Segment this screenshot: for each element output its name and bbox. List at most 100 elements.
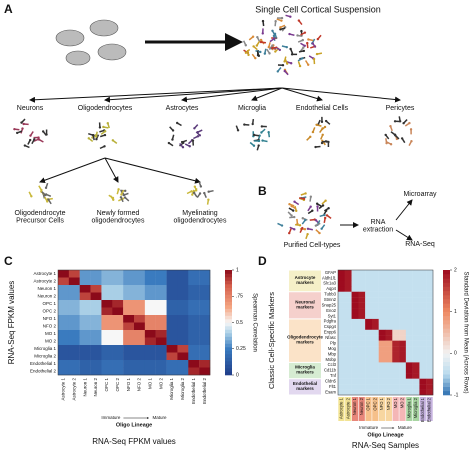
- sample-swatch: [345, 397, 352, 421]
- heatmap-cell: [392, 340, 400, 347]
- heatmap-cell: [371, 335, 379, 341]
- cell: [293, 228, 296, 231]
- heatmap-cell: [371, 356, 379, 363]
- heatmap-cell: [426, 335, 434, 341]
- heatmap-cell: [385, 346, 393, 352]
- heatmap-cell: [412, 384, 420, 390]
- heatmap-cell: [426, 362, 434, 369]
- colorbar-tick-label: 0: [454, 351, 457, 357]
- heatmap-cell: [371, 280, 379, 287]
- colorbar-segment: [225, 308, 232, 313]
- cell: [296, 34, 299, 37]
- heatmap-cell: [371, 367, 379, 374]
- cell: [243, 123, 246, 126]
- heatmap-cell: [412, 313, 420, 320]
- heatmap-cell: [58, 352, 70, 361]
- heatmap-cell: [68, 300, 80, 308]
- cell: [323, 216, 327, 220]
- heatmap-cell: [177, 277, 189, 286]
- colorbar-segment: [443, 336, 450, 342]
- cell: [20, 121, 23, 124]
- heatmap-cell: [123, 367, 135, 376]
- cell: [309, 135, 312, 139]
- sample-swatch: [426, 397, 433, 421]
- cell: [46, 200, 49, 203]
- heatmap-cell: [365, 270, 373, 276]
- heatmap-cell: [344, 378, 352, 385]
- heatmap-cell: [392, 329, 400, 336]
- heatmap-cell: [68, 315, 80, 323]
- col-label: MO 2: [400, 397, 405, 408]
- heatmap-cell: [405, 329, 413, 336]
- heatmap-cell: [412, 318, 420, 325]
- heatmap-cell: [123, 360, 135, 368]
- heatmap-cell: [134, 315, 146, 323]
- cell: [304, 192, 307, 195]
- cell: [256, 35, 259, 39]
- heatmap-cell: [338, 275, 345, 282]
- cell: [301, 226, 304, 230]
- cell: [273, 32, 277, 36]
- heatmap-cell: [199, 292, 211, 301]
- col-label: MO 2: [158, 378, 163, 389]
- heatmap-cell: [177, 315, 189, 323]
- heatmap-cell: [371, 308, 379, 314]
- heatmap-cell: [101, 277, 113, 286]
- colorbar-segment: [225, 305, 232, 309]
- cell: [257, 54, 261, 58]
- heatmap-cell: [399, 346, 407, 352]
- heatmap-cell: [79, 277, 91, 286]
- heatmap-cell: [79, 322, 91, 331]
- cell: [288, 231, 291, 235]
- heatmap-cell: [144, 300, 156, 308]
- gene-label: Ccl3: [328, 362, 337, 367]
- colorbar-segment: [443, 324, 450, 329]
- heatmap-cell: [351, 324, 359, 330]
- cell: [44, 186, 48, 190]
- heatmap-cell: [344, 329, 352, 336]
- cell: [119, 196, 123, 199]
- cell: [279, 26, 282, 29]
- colorbar-segment: [443, 295, 450, 300]
- gene-label: Enpp6: [324, 330, 337, 335]
- cell-type-label: Astrocytes: [166, 105, 199, 112]
- heatmap-cell: [371, 384, 379, 390]
- heatmap-cell: [155, 345, 167, 353]
- cell: [193, 127, 196, 130]
- heatmap-cell: [68, 307, 80, 316]
- cell: [251, 122, 254, 126]
- heatmap-cell: [365, 286, 373, 292]
- heatmap-cell: [155, 352, 167, 361]
- cell: [290, 53, 294, 56]
- heatmap-cell: [134, 270, 146, 278]
- cell: [103, 133, 107, 137]
- heatmap-cell: [112, 330, 124, 338]
- col-label: Microglia 1: [406, 397, 411, 418]
- colorbar-segment: [443, 378, 450, 383]
- cell: [37, 138, 41, 141]
- heatmap-cell: [412, 308, 420, 314]
- heatmap-cell: [392, 318, 400, 325]
- col-label: Astrocyte 1: [61, 378, 66, 401]
- group-label: Endothelial markers: [293, 381, 317, 391]
- gene-label: Aldh1l1: [322, 275, 337, 280]
- heatmap-cell: [358, 286, 366, 292]
- heatmap-cell: [134, 300, 146, 308]
- source-label: Purified Cell-types: [284, 242, 341, 249]
- x-title: RNA-Seq Samples: [352, 441, 419, 450]
- heatmap-cell: [365, 324, 373, 330]
- heatmap-cell: [371, 362, 379, 369]
- heatmap-cell: [177, 337, 189, 346]
- cell: [297, 19, 301, 22]
- heatmap-cell: [134, 345, 146, 353]
- heatmap-cell: [112, 300, 124, 308]
- cell: [323, 213, 326, 217]
- heatmap-cell: [358, 313, 366, 320]
- group-band: [289, 379, 321, 395]
- lineage-end: Immature: [359, 425, 379, 430]
- cell: [124, 189, 127, 193]
- heatmap-cell: [371, 318, 379, 325]
- heatmap-cell: [166, 322, 178, 331]
- heatmap-cell: [123, 277, 135, 286]
- row-label: MO 2: [45, 338, 56, 343]
